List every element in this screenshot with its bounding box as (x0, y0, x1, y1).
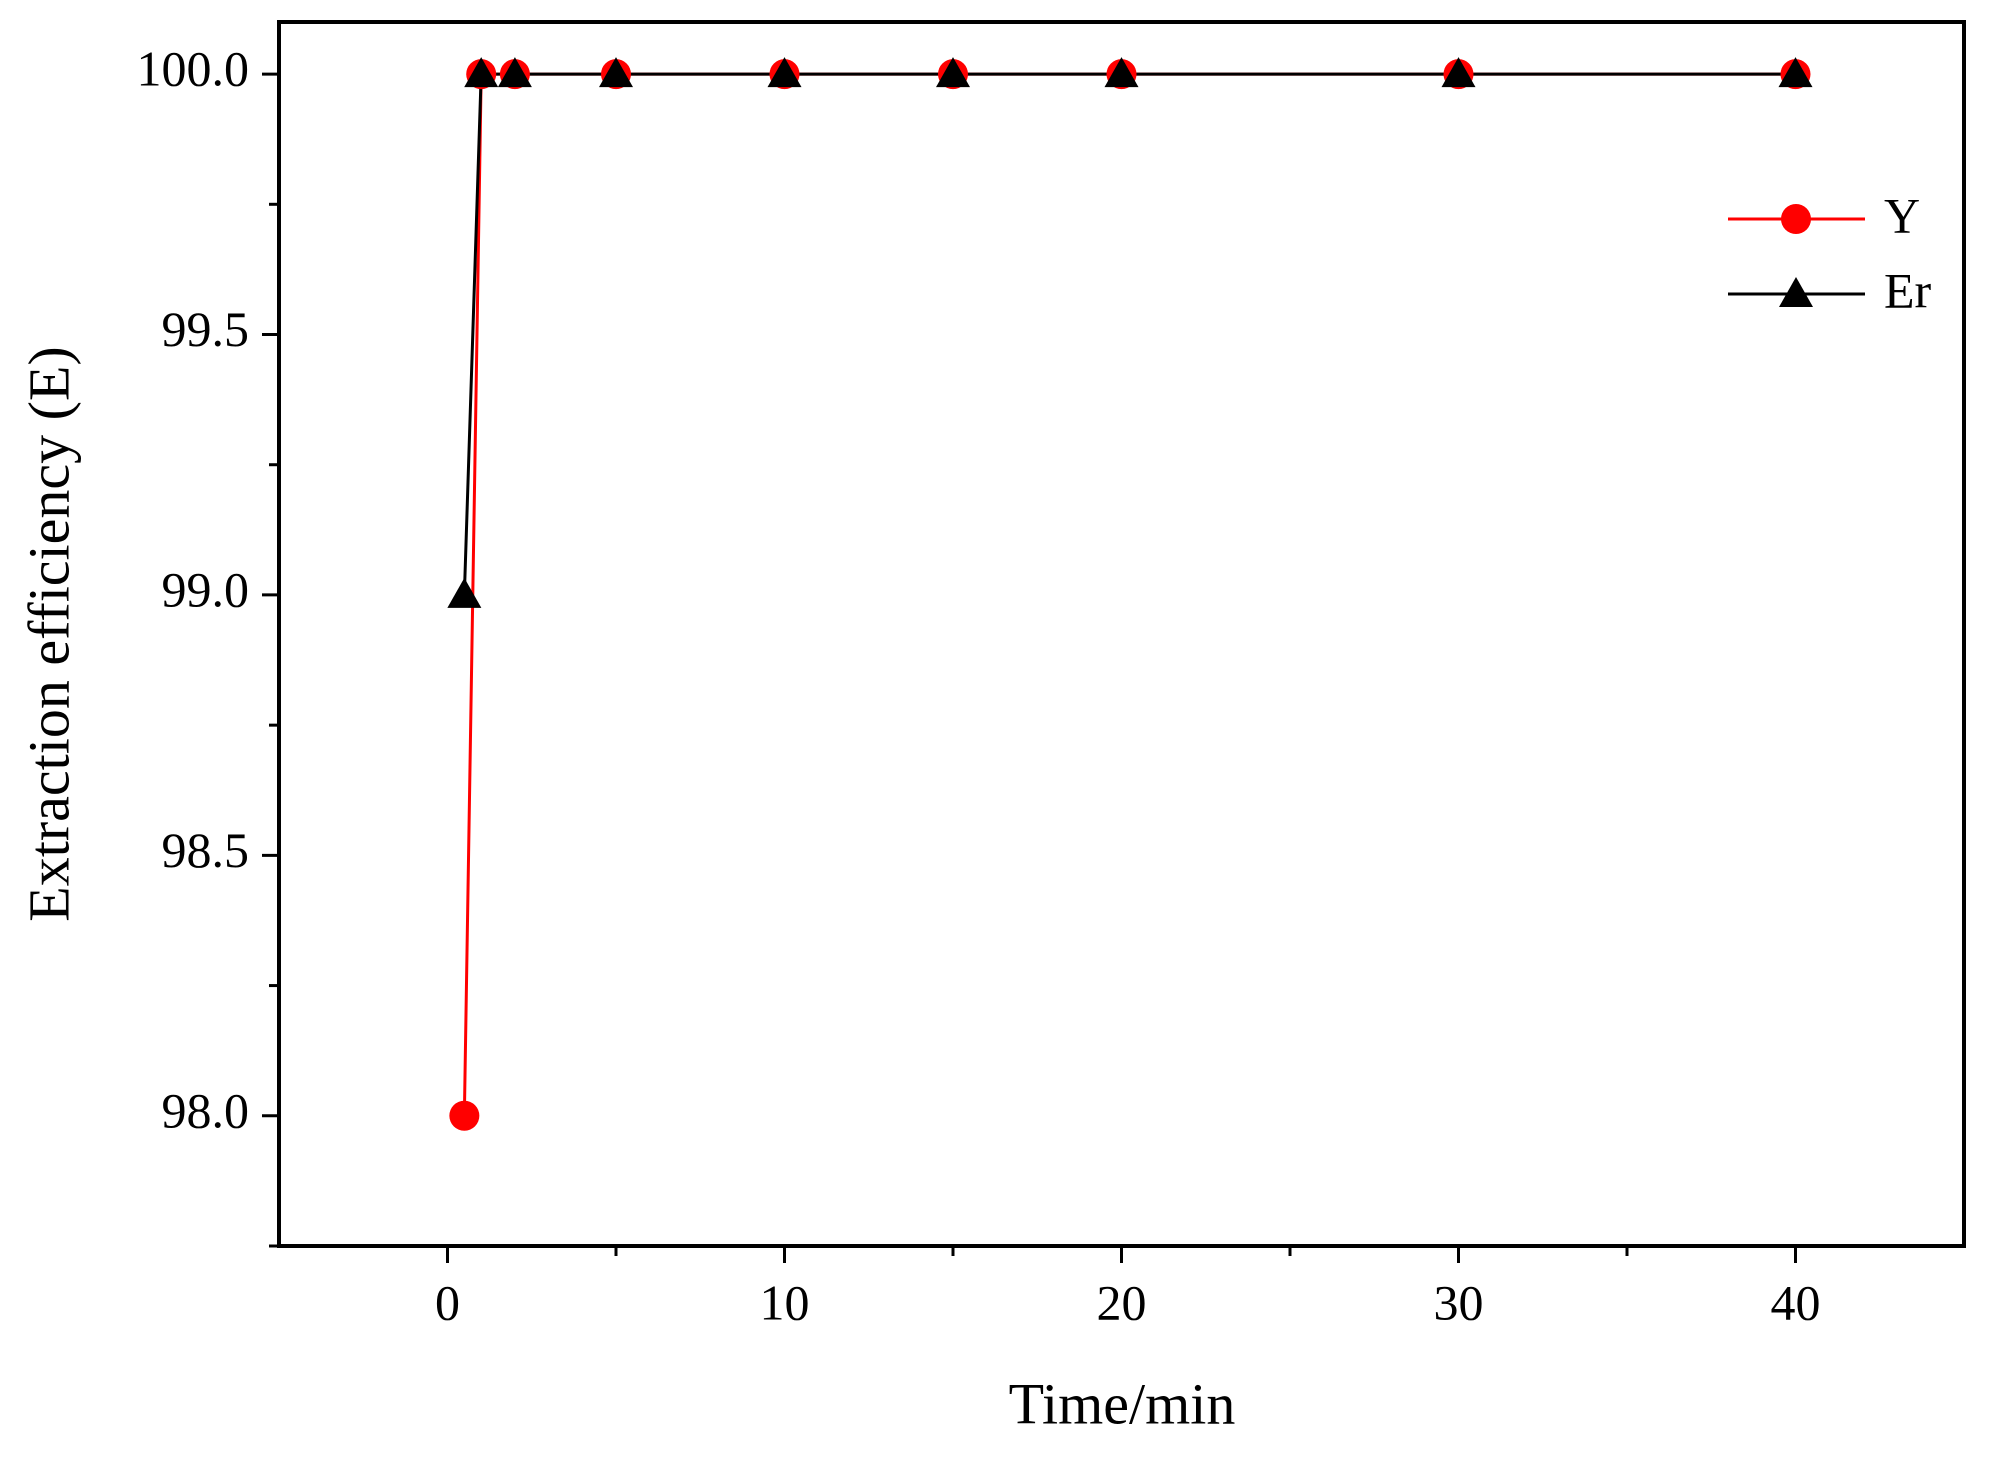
data-point (1441, 57, 1476, 88)
data-point (464, 57, 499, 88)
x-tick-label: 0 (435, 1274, 460, 1330)
y-tick-label: 100.0 (137, 41, 250, 97)
data-point (1778, 57, 1813, 88)
y-axis-title: Extraction efficiency (E) (16, 346, 81, 921)
legend-label: Y (1884, 187, 1920, 243)
x-tick-label: 10 (760, 1274, 810, 1330)
y-tick-label: 99.0 (162, 561, 250, 617)
legend-marker (1779, 277, 1813, 307)
x-tick-label: 20 (1097, 1274, 1147, 1330)
series-line (462, 72, 1796, 595)
data-point (767, 57, 802, 88)
x-tick-label: 40 (1771, 1274, 1821, 1330)
data-point (599, 57, 633, 88)
x-axis-title: Time/min (1009, 1371, 1236, 1436)
x-tick-label: 30 (1434, 1274, 1484, 1330)
legend-label: Er (1884, 262, 1932, 318)
data-point (447, 577, 482, 608)
series-line (462, 72, 1796, 1116)
data-point (936, 57, 970, 88)
y-tick-label: 98.0 (162, 1082, 250, 1138)
data-point (449, 1100, 480, 1131)
y-tick-label: 99.5 (162, 301, 250, 357)
data-point (497, 57, 532, 88)
data-point (1104, 57, 1139, 88)
plot-frame (277, 20, 1966, 1248)
legend-marker (1781, 204, 1811, 234)
y-tick-label: 98.5 (162, 822, 250, 878)
